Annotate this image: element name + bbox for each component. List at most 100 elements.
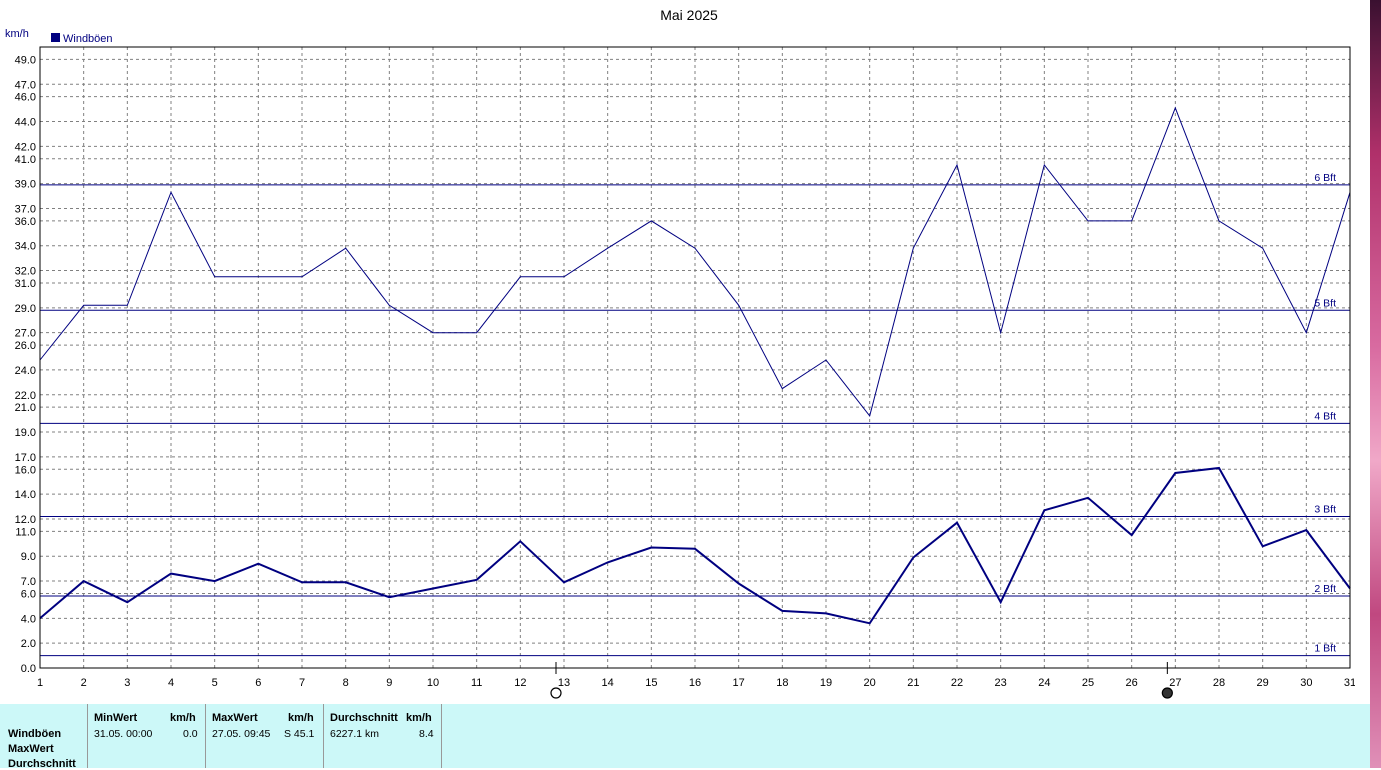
x-tick-label: 15 — [645, 677, 657, 689]
y-tick-label: 46.0 — [15, 92, 36, 104]
max-date: 27.05. 09:45 — [212, 728, 271, 740]
y-tick-label: 6.0 — [21, 588, 36, 600]
x-tick-label: 11 — [471, 677, 482, 689]
x-tick-label: 18 — [776, 677, 788, 689]
y-tick-label: 17.0 — [15, 452, 36, 464]
max-unit: km/h — [288, 712, 314, 724]
y-tick-label: 12.0 — [15, 514, 36, 526]
stats-divider — [323, 704, 324, 768]
avg-distance: 6227.1 km — [330, 728, 380, 740]
y-tick-label: 42.0 — [15, 141, 36, 153]
avg-unit: km/h — [406, 712, 432, 724]
max-header: MaxWert — [212, 712, 258, 724]
x-tick-label: 10 — [427, 677, 439, 689]
x-tick-label: 16 — [689, 677, 701, 689]
y-tick-label: 47.0 — [15, 79, 36, 91]
x-tick-label: 29 — [1257, 677, 1269, 689]
y-tick-label: 32.0 — [15, 266, 36, 278]
moon-markers — [550, 662, 1173, 699]
full-moon-icon — [550, 687, 562, 699]
min-header: MinWert — [94, 712, 138, 724]
x-tick-label: 5 — [212, 677, 218, 689]
beaufort-label: 3 Bft — [1314, 503, 1336, 515]
y-tick-label: 26.0 — [15, 340, 36, 352]
y-tick-label: 7.0 — [21, 576, 36, 588]
x-tick-label: 27 — [1169, 677, 1181, 689]
y-tick-label: 49.0 — [15, 54, 36, 66]
grid — [40, 47, 1350, 668]
y-tick-label: 16.0 — [15, 464, 36, 476]
y-tick-label: 24.0 — [15, 365, 36, 377]
x-tick-label: 30 — [1300, 677, 1312, 689]
x-tick-label: 19 — [820, 677, 832, 689]
beaufort-lines: 1 Bft 2 Bft 3 Bft 4 Bft 5 Bft 6 Bft — [40, 172, 1350, 657]
x-tick-label: 3 — [124, 677, 130, 689]
x-tick-label: 6 — [255, 677, 261, 689]
x-tick-label: 9 — [386, 677, 392, 689]
series-lines — [39, 106, 1351, 625]
min-value: 0.0 — [183, 728, 198, 740]
x-tick-label: 14 — [602, 677, 614, 689]
row-label-durchschnitt: Durchschnitt — [8, 758, 76, 770]
y-tick-label: 4.0 — [21, 613, 36, 625]
y-tick-label: 14.0 — [15, 489, 36, 501]
y-tick-label: 31.0 — [15, 278, 36, 290]
row-label-maxwert: MaxWert — [8, 743, 54, 755]
x-tick-label: 1 — [37, 677, 43, 689]
x-tick-label: 28 — [1213, 677, 1225, 689]
chart-title: Mai 2025 — [660, 7, 718, 23]
x-tick-label: 7 — [299, 677, 305, 689]
y-tick-label: 27.0 — [15, 328, 36, 340]
x-tick-label: 8 — [343, 677, 349, 689]
beaufort-label: 4 Bft — [1314, 410, 1336, 422]
y-tick-label: 0.0 — [21, 663, 36, 675]
y-axis-unit: km/h — [5, 28, 29, 40]
y-tick-label: 2.0 — [21, 638, 36, 650]
avg-header: Durchschnitt — [330, 712, 398, 724]
beaufort-label: 5 Bft — [1314, 297, 1336, 309]
y-tick-label: 29.0 — [15, 303, 36, 315]
x-tick-label: 2 — [81, 677, 87, 689]
series-line-avg — [39, 466, 1351, 625]
wind-chart: Mai 2025 km/h Windböen 1 Bft 2 Bft 3 Bft 4 … — [5, 7, 1356, 699]
axes: 0.02.04.06.07.09.011.012.014.016.017.019… — [15, 46, 1356, 689]
x-tick-label: 24 — [1038, 677, 1050, 689]
min-unit: km/h — [170, 712, 196, 724]
x-tick-label: 23 — [995, 677, 1007, 689]
x-tick-label: 20 — [864, 677, 876, 689]
decorative-strip — [1370, 0, 1381, 768]
plot-frame — [39, 46, 1351, 669]
stats-divider — [205, 704, 206, 768]
x-tick-label: 25 — [1082, 677, 1094, 689]
x-tick-label: 31 — [1344, 677, 1356, 689]
right-margin — [1355, 0, 1370, 768]
beaufort-label: 1 Bft — [1314, 643, 1336, 655]
min-date: 31.05. 00:00 — [94, 728, 153, 740]
legend-label: Windböen — [63, 33, 113, 45]
stats-panel: Windböen MaxWert Durchschnitt MinWert km… — [0, 704, 1370, 770]
series-line-max — [39, 106, 1351, 418]
stats-divider — [441, 704, 442, 768]
legend-swatch — [51, 33, 60, 42]
x-tick-label: 17 — [733, 677, 745, 689]
x-tick-label: 26 — [1126, 677, 1138, 689]
y-tick-label: 9.0 — [21, 551, 36, 563]
y-tick-label: 22.0 — [15, 390, 36, 402]
beaufort-label: 6 Bft — [1314, 172, 1336, 184]
y-tick-label: 41.0 — [15, 154, 36, 166]
x-tick-label: 4 — [168, 677, 174, 689]
x-tick-label: 12 — [514, 677, 526, 689]
y-tick-label: 34.0 — [15, 241, 36, 253]
y-tick-label: 21.0 — [15, 402, 36, 414]
row-label-windboeen: Windböen — [8, 728, 62, 740]
y-tick-label: 36.0 — [15, 216, 36, 228]
beaufort-label: 2 Bft — [1314, 583, 1336, 595]
stats-divider — [87, 704, 88, 768]
x-tick-label: 21 — [907, 677, 919, 689]
y-tick-label: 19.0 — [15, 427, 36, 439]
x-tick-label: 13 — [558, 677, 570, 689]
y-tick-label: 37.0 — [15, 203, 36, 215]
x-tick-label: 22 — [951, 677, 963, 689]
y-tick-label: 11.0 — [15, 526, 36, 538]
new-moon-icon — [1161, 687, 1173, 699]
